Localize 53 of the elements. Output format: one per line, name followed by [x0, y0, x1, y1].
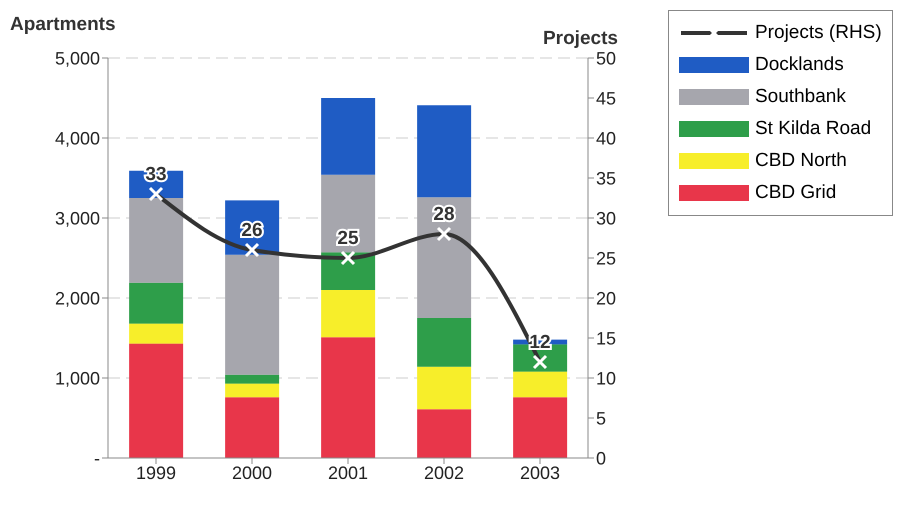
bar — [225, 254, 280, 375]
legend-label: St Kilda Road — [755, 118, 872, 140]
y2-tick-label: 0 — [596, 448, 606, 468]
bar — [225, 374, 280, 384]
legend-label: CBD North — [755, 150, 847, 172]
y2-axis-title: Projects — [543, 28, 618, 50]
bar — [513, 372, 568, 398]
legend-label: Docklands — [755, 54, 844, 76]
data-label: 12 — [529, 332, 551, 353]
y2-tick-label: 35 — [596, 168, 616, 188]
bar — [129, 344, 184, 458]
y2-tick-label: 20 — [596, 288, 616, 308]
x-tick-label: 1999 — [136, 462, 176, 483]
bar — [225, 384, 280, 398]
bar — [321, 337, 376, 458]
y-axis-title: Apartments — [10, 14, 116, 36]
y-tick-label: 3,000 — [54, 208, 100, 228]
y-tick-label: - — [94, 448, 100, 468]
y2-tick-label: 10 — [596, 368, 616, 388]
y2-tick-label: 40 — [596, 128, 616, 148]
bar — [321, 98, 376, 175]
bar — [417, 197, 472, 318]
x-tick-label: 2001 — [328, 462, 368, 483]
y-tick-label: 2,000 — [54, 288, 100, 308]
x-tick-label: 2000 — [232, 462, 272, 483]
y2-tick-label: 45 — [596, 88, 616, 108]
y2-tick-label: 15 — [596, 328, 616, 348]
legend-label: Southbank — [755, 86, 846, 108]
y2-tick-label: 5 — [596, 408, 606, 428]
data-label: 25 — [337, 228, 359, 249]
bar — [321, 174, 376, 252]
bar — [417, 366, 472, 410]
x-tick-label: 2002 — [424, 462, 464, 483]
bar — [321, 290, 376, 338]
bar — [417, 318, 472, 367]
y2-tick-label: 25 — [596, 248, 616, 268]
data-label: 28 — [433, 204, 455, 225]
legend-label: Projects (RHS) — [755, 22, 882, 44]
y-tick-label: 1,000 — [54, 368, 100, 388]
bar — [129, 282, 184, 324]
bar — [417, 105, 472, 198]
y-tick-label: 4,000 — [54, 128, 100, 148]
x-tick-label: 2003 — [520, 462, 560, 483]
y2-tick-label: 30 — [596, 208, 616, 228]
bar — [129, 324, 184, 344]
bar — [129, 198, 184, 283]
bar — [417, 409, 472, 458]
bar — [225, 397, 280, 458]
y-tick-label: 5,000 — [54, 48, 100, 68]
legend-label: CBD Grid — [755, 182, 836, 204]
y2-tick-label: 50 — [596, 48, 616, 68]
bar — [513, 397, 568, 458]
data-label: 26 — [241, 220, 263, 241]
